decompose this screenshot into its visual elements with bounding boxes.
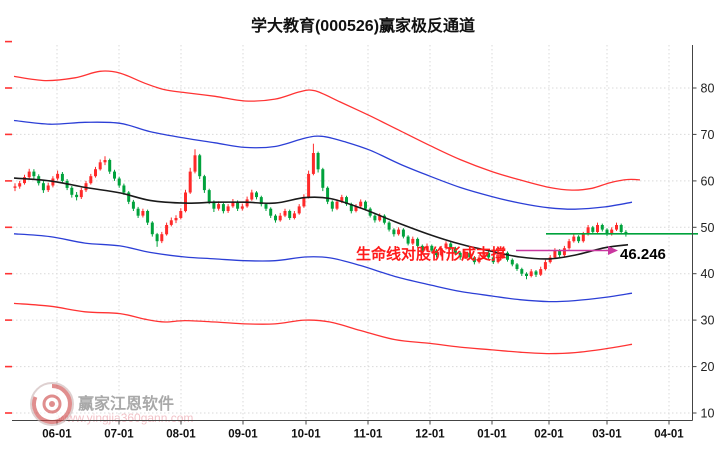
y-tick-label: 40 bbox=[701, 267, 715, 281]
x-tick-label: 02-01 bbox=[534, 429, 564, 441]
x-tick-label: 11-01 bbox=[354, 429, 383, 441]
left-axis-ticks bbox=[5, 40, 12, 414]
y-tick-label: 80 bbox=[701, 82, 715, 96]
brand-logo-icon bbox=[30, 382, 74, 426]
y-tick-label: 50 bbox=[701, 221, 715, 235]
lower-red bbox=[13, 302, 633, 355]
life-line-value-label: 46.246 bbox=[620, 246, 666, 263]
y-tick-label: 10 bbox=[701, 407, 715, 421]
y-tick-label: 30 bbox=[701, 314, 715, 328]
channel-lines bbox=[13, 70, 641, 355]
y-tick-label: 20 bbox=[701, 360, 715, 374]
x-tick-label: 12-01 bbox=[415, 429, 445, 441]
watermark-brand-text: 赢家江恩软件 bbox=[78, 396, 175, 413]
upper-red bbox=[13, 70, 641, 191]
x-tick-label: 09-01 bbox=[228, 429, 258, 441]
watermark-url-text: www.yingjia360gann.com bbox=[58, 411, 194, 425]
upper-blue bbox=[13, 119, 633, 210]
axes: 80 70 60 50 40 30 20 10 06-01 07-01 08-01 09-01 10-0… bbox=[12, 45, 714, 441]
annotation-arrow bbox=[516, 246, 618, 255]
y-tick-label: 70 bbox=[701, 128, 715, 142]
chart-title: 学大教育(000526)赢家极反通道 bbox=[250, 18, 476, 35]
x-tick-label: 06-01 bbox=[42, 429, 72, 441]
lower-blue bbox=[13, 233, 633, 303]
x-tick-label: 10-01 bbox=[291, 429, 321, 441]
life-line bbox=[13, 177, 629, 260]
x-tick-label: 07-01 bbox=[104, 429, 134, 441]
x-tick-label: 01-01 bbox=[477, 429, 507, 441]
x-tick-label: 03-01 bbox=[592, 429, 622, 441]
x-tick-label: 04-01 bbox=[654, 429, 684, 441]
y-tick-label: 60 bbox=[701, 174, 715, 188]
gridlines bbox=[12, 45, 693, 421]
support-annotation-text: 生命线对股价形成支撑 bbox=[356, 246, 507, 263]
x-tick-label: 08-01 bbox=[166, 429, 196, 441]
